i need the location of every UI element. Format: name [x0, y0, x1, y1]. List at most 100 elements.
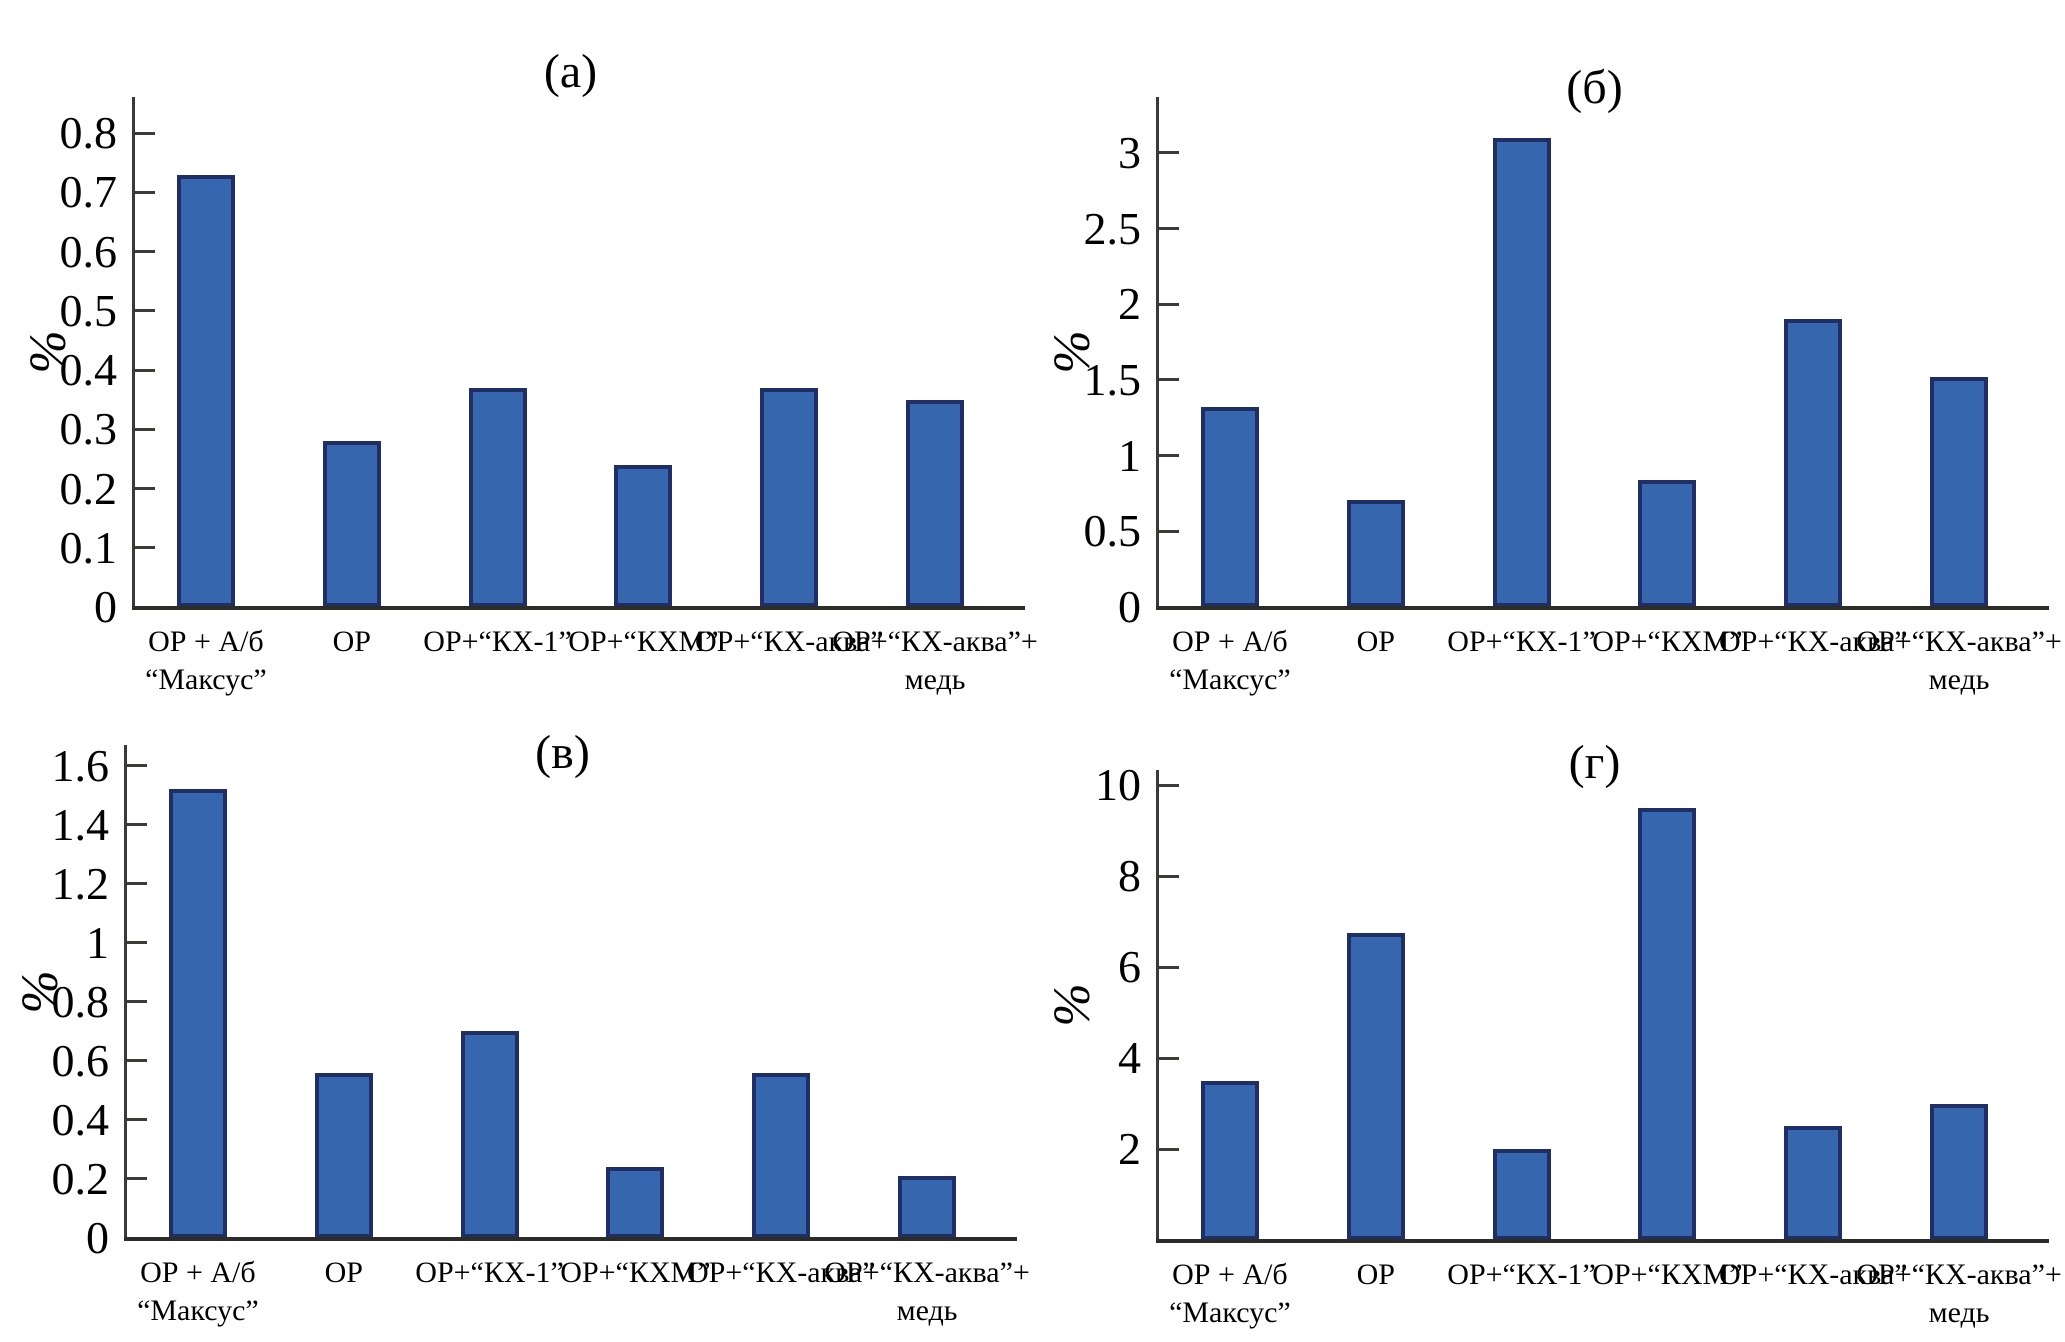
y-tick	[135, 309, 155, 313]
x-category-label: ОР+“КХ-аква”+ медь	[757, 1254, 1097, 1330]
y-tick	[135, 487, 155, 491]
x-category-label-line: ОР+“КХМ”	[568, 625, 719, 658]
x-axis	[124, 1237, 1017, 1241]
y-tick-label: 0.4	[51, 1093, 110, 1145]
x-category-label: ОР+“КХМ”	[1497, 1256, 1837, 1294]
x-category-label: ОР+“КХ-1”	[320, 1254, 660, 1292]
panel-b: (б) % 0 0.5 1 1.5 2 2.5 3 ОР + А/б “Максус” ОР ОР+…	[1032, 0, 2064, 696]
y-tick	[135, 546, 155, 550]
bar	[468, 387, 527, 607]
y-tick	[1159, 965, 1179, 969]
x-category-label-line: ОР + А/б	[140, 1256, 256, 1289]
y-tick-label: 10	[1095, 759, 1141, 810]
y-tick	[127, 764, 147, 768]
y-tick	[135, 250, 155, 254]
x-category-label-line: ОР+“КХМ”	[1592, 625, 1743, 658]
y-tick-label: 1	[1118, 429, 1141, 481]
x-category-label-line: ОР+“КХМ”	[560, 1256, 711, 1289]
bar	[314, 1072, 373, 1238]
x-category-label-line: ОР+“КХМ”	[1592, 1258, 1743, 1291]
x-category-label: ОР+“КХ-аква”	[611, 1254, 951, 1292]
y-tick	[135, 190, 155, 194]
y-tick-label: 0.4	[59, 344, 118, 396]
y-tick	[127, 941, 147, 945]
x-axis	[132, 606, 1025, 610]
x-category-label: ОР + А/б “Максус”	[28, 1254, 368, 1330]
x-category-label-line: ОР	[1356, 625, 1395, 658]
x-category-label-line: ОР+“КХ-аква”+	[1856, 1258, 2062, 1291]
x-category-label: ОР + А/б “Максус”	[1060, 623, 1400, 699]
y-axis	[124, 745, 127, 1238]
panel-g: (г) % 2 4 6 8 10 ОР + А/б “Максус” ОР ОР+“КХ-1” О…	[1032, 671, 2064, 1342]
y-tick	[1159, 529, 1179, 533]
y-tick-label: 2.5	[1083, 202, 1142, 254]
y-tick-label: 0	[1118, 581, 1141, 632]
y-tick	[135, 427, 155, 431]
bar	[1784, 1126, 1843, 1240]
x-category-label-line: ОР+“КХ-аква”	[694, 625, 884, 658]
x-category-label-line: ОР + А/б	[148, 625, 264, 658]
x-category-label: ОР+“КХ-1”	[1352, 623, 1692, 661]
bar	[1930, 376, 1989, 607]
y-tick	[1159, 227, 1179, 231]
x-category-label: ОР + А/б “Максус”	[1060, 1256, 1400, 1332]
y-tick	[127, 1177, 147, 1181]
y-tick-label: 0.1	[59, 521, 118, 573]
y-tick-label: 2	[1118, 1123, 1141, 1174]
bar	[322, 441, 381, 607]
bar	[906, 399, 965, 607]
y-tick	[1159, 151, 1179, 155]
x-category-label-line: ОР	[324, 1256, 363, 1289]
x-category-label-line: “Максус”	[145, 663, 267, 696]
x-axis	[1156, 1239, 2049, 1243]
y-tick-label: 0.2	[59, 462, 118, 514]
y-tick-label: 0.7	[59, 166, 118, 218]
x-category-label-line: медь	[1928, 1296, 1990, 1329]
x-category-label-line: ОР	[1356, 1258, 1395, 1291]
y-tick	[1159, 1147, 1179, 1151]
x-category-label-line: “Максус”	[137, 1294, 259, 1327]
y-tick	[135, 131, 155, 135]
x-category-label-line: “Максус”	[1169, 1296, 1291, 1329]
x-category-label: ОР+“КХ-аква”	[619, 623, 959, 661]
x-category-label-line: медь	[904, 663, 966, 696]
y-tick	[127, 1059, 147, 1063]
x-category-label-line: ОР+“КХ-аква”	[1718, 625, 1908, 658]
x-category-label: ОР+“КХМ”	[465, 1254, 805, 1292]
x-category-label-line: ОР + А/б	[1172, 1258, 1288, 1291]
bar	[1200, 1080, 1259, 1240]
bar	[168, 789, 227, 1238]
x-category-label: ОР+“КХ-аква”+ медь	[1789, 623, 2065, 699]
bar	[898, 1176, 957, 1238]
bar	[176, 174, 235, 607]
y-tick-label: 0.5	[1083, 505, 1142, 557]
y-tick-label: 0.8	[59, 107, 118, 159]
x-category-label-line: медь	[1928, 663, 1990, 696]
bar	[614, 464, 673, 607]
x-category-label: ОР + А/б “Максус”	[36, 623, 376, 699]
y-tick-label: 1.5	[1083, 353, 1142, 405]
x-category-label-line: ОР+“КХ-1”	[415, 1256, 564, 1289]
x-category-label: ОР+“КХМ”	[1497, 623, 1837, 661]
bar	[1346, 932, 1405, 1240]
x-category-label-line: ОР+“КХ-1”	[1447, 625, 1596, 658]
y-tick	[127, 823, 147, 827]
y-tick	[127, 882, 147, 886]
x-category-label: ОР	[1206, 1256, 1546, 1294]
x-category-label: ОР+“КХ-аква”	[1643, 623, 1983, 661]
y-axis	[1156, 97, 1159, 607]
x-category-label-line: ОР+“КХ-аква”+	[824, 1256, 1030, 1289]
y-tick-label: 0	[86, 1212, 109, 1263]
x-category-label-line: ОР	[332, 625, 371, 658]
y-tick-label: 0.3	[59, 403, 118, 455]
bar	[606, 1167, 665, 1238]
x-category-label-line: медь	[896, 1294, 958, 1327]
y-tick-label: 3	[1118, 126, 1141, 178]
y-tick-label: 0.6	[59, 225, 118, 277]
x-category-label: ОР	[174, 1254, 514, 1292]
y-tick-label: 1.4	[51, 798, 110, 850]
y-axis	[1156, 770, 1159, 1240]
y-tick-label: 0.8	[51, 975, 110, 1027]
bar	[1346, 499, 1405, 607]
y-tick-label: 4	[1118, 1032, 1141, 1083]
